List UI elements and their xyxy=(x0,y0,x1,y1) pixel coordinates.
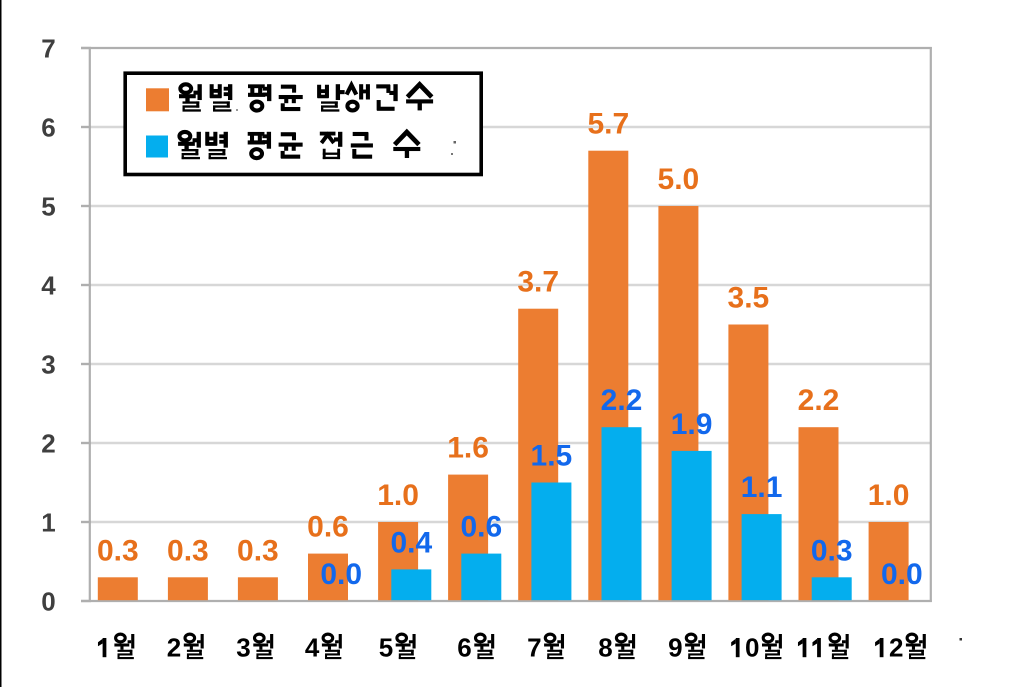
svg-text:0.3: 0.3 xyxy=(97,534,139,567)
svg-text:0: 0 xyxy=(41,586,55,616)
svg-text:9: 9 xyxy=(668,633,682,663)
svg-text:2.2: 2.2 xyxy=(798,384,840,417)
svg-text:0.3: 0.3 xyxy=(811,534,853,567)
svg-text:8: 8 xyxy=(598,633,612,663)
svg-text:1.0: 1.0 xyxy=(868,479,910,512)
svg-text:5.7: 5.7 xyxy=(587,108,629,141)
svg-text:5: 5 xyxy=(379,633,393,663)
svg-text:1.6: 1.6 xyxy=(447,432,489,465)
svg-text:2.2: 2.2 xyxy=(601,384,643,417)
svg-text:1.9: 1.9 xyxy=(671,408,713,441)
svg-text:5: 5 xyxy=(41,191,55,221)
svg-text:0.3: 0.3 xyxy=(167,534,209,567)
svg-text:1.5: 1.5 xyxy=(531,440,573,473)
svg-text:0.3: 0.3 xyxy=(237,534,279,567)
svg-text:0.6: 0.6 xyxy=(460,511,502,544)
svg-text:4: 4 xyxy=(305,633,320,663)
svg-text:1: 1 xyxy=(41,507,55,537)
svg-text:3: 3 xyxy=(236,633,250,663)
svg-text:4: 4 xyxy=(41,270,56,300)
svg-text:3: 3 xyxy=(41,349,55,379)
svg-text:0.6: 0.6 xyxy=(307,511,349,544)
svg-text:2: 2 xyxy=(167,633,181,663)
svg-text:1.1: 1.1 xyxy=(741,471,783,504)
svg-text:6: 6 xyxy=(41,112,55,142)
svg-text:0.0: 0.0 xyxy=(320,558,362,591)
svg-text:0.4: 0.4 xyxy=(390,526,432,559)
svg-text:3.5: 3.5 xyxy=(728,282,770,315)
svg-text:0: 0 xyxy=(745,633,759,663)
svg-text:2: 2 xyxy=(889,633,903,663)
svg-text:3.7: 3.7 xyxy=(517,266,559,299)
svg-text:5.0: 5.0 xyxy=(658,163,700,196)
svg-text:2: 2 xyxy=(41,428,55,458)
svg-text:6: 6 xyxy=(457,633,471,663)
svg-text:7: 7 xyxy=(41,33,55,63)
svg-text:7: 7 xyxy=(527,633,541,663)
svg-text:0.0: 0.0 xyxy=(881,558,923,591)
svg-text:1.0: 1.0 xyxy=(377,479,419,512)
